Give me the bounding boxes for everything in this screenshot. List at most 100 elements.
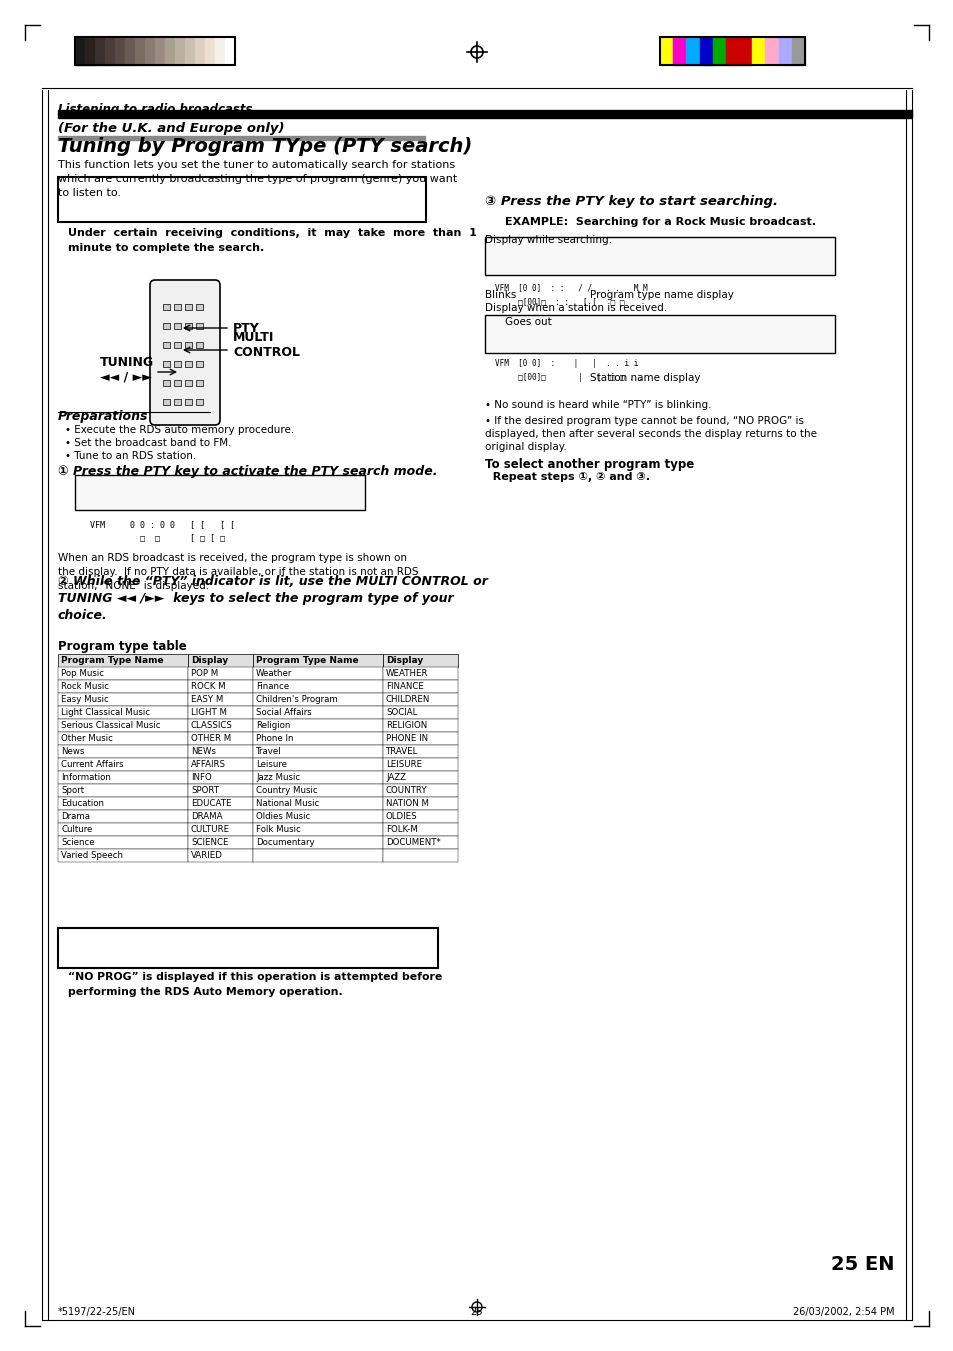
Bar [188,811,253,823]
Text: RELIGION: RELIGION [386,721,427,730]
Bar [185,323,192,330]
Bar [382,744,457,758]
Bar [58,136,424,141]
Bar [185,36,194,65]
Bar [173,380,181,386]
Text: EDUCATE: EDUCATE [191,798,232,808]
Bar [185,399,192,405]
Text: Leisure: Leisure [255,761,287,769]
Text: JAZZ: JAZZ [386,773,406,782]
Bar [58,109,911,118]
Text: Social Affairs: Social Affairs [255,708,312,717]
Text: COUNTRY: COUNTRY [386,786,427,794]
Text: PTY: PTY [233,322,259,335]
Bar [253,836,382,848]
Bar [163,361,170,367]
Bar [58,784,188,797]
Text: MULTI
CONTROL: MULTI CONTROL [233,331,299,359]
Bar [75,36,234,65]
Bar [165,36,174,65]
Bar [58,848,188,862]
Text: *5197/22-25/EN: *5197/22-25/EN [58,1306,136,1317]
Bar [752,36,764,65]
Text: Preparations: Preparations [58,409,149,423]
Bar [58,693,188,707]
Bar [253,758,382,771]
Bar [58,719,188,732]
Bar [174,36,185,65]
Bar [778,36,791,65]
Bar [195,361,203,367]
Bar [253,771,382,784]
Bar [173,342,181,349]
Text: Easy Music: Easy Music [61,694,109,704]
Text: CULTURE: CULTURE [191,825,230,834]
Bar [205,36,214,65]
Bar [253,823,382,836]
Bar [188,836,253,848]
Text: News: News [61,747,84,757]
Text: SPORT: SPORT [191,786,219,794]
Text: Current Affairs: Current Affairs [61,761,124,769]
Bar [382,680,457,693]
Text: Rock Music: Rock Music [61,682,109,690]
Bar [382,758,457,771]
Bar [58,771,188,784]
Text: ③ Press the PTY key to start searching.: ③ Press the PTY key to start searching. [484,195,778,208]
Text: • Tune to an RDS station.: • Tune to an RDS station. [65,451,196,461]
Bar [58,680,188,693]
Bar [188,732,253,744]
FancyBboxPatch shape [150,280,220,426]
Text: SOCIAL: SOCIAL [386,708,416,717]
Bar [163,304,170,309]
Text: AFFAIRS: AFFAIRS [191,761,226,769]
Text: Drama: Drama [61,812,90,821]
Bar [194,36,205,65]
Text: Listening to radio broadcasts: Listening to radio broadcasts [58,103,253,116]
Bar [188,784,253,797]
Bar [58,667,188,680]
Text: Tuning by Program TYpe (PTY search): Tuning by Program TYpe (PTY search) [58,136,472,155]
Bar [195,342,203,349]
Text: Pop Music: Pop Music [61,669,104,678]
Bar [253,744,382,758]
Bar [382,707,457,719]
Text: When an RDS broadcast is received, the program type is shown on
the display.  If: When an RDS broadcast is received, the p… [58,553,418,590]
Bar [105,36,115,65]
FancyBboxPatch shape [58,177,426,222]
Bar [163,323,170,330]
Text: Varied Speech: Varied Speech [61,851,123,861]
Text: TRAVEL: TRAVEL [386,747,418,757]
Text: 26/03/2002, 2:54 PM: 26/03/2002, 2:54 PM [793,1306,894,1317]
Bar [185,304,192,309]
Bar [163,380,170,386]
Text: NATION M: NATION M [386,798,429,808]
Text: POP M: POP M [191,669,218,678]
Bar [382,784,457,797]
Text: EASY M: EASY M [191,694,223,704]
Text: DRAMA: DRAMA [191,812,222,821]
Text: FOLK-M: FOLK-M [386,825,417,834]
Text: □[00]□       |   |  □ □ . .: □[00]□ | | □ □ . . [495,373,642,382]
Text: Phone In: Phone In [255,734,294,743]
Text: VFM  [0 0]  : :   / /   . .   M M: VFM [0 0] : : / / . . M M [495,282,647,292]
Text: Display: Display [191,657,228,665]
Text: OTHER M: OTHER M [191,734,231,743]
Text: NEWs: NEWs [191,747,215,757]
Bar [673,36,685,65]
Bar [173,304,181,309]
Text: This function lets you set the tuner to automatically search for stations
which : This function lets you set the tuner to … [58,159,456,199]
Bar [685,36,699,65]
Bar [214,36,225,65]
Bar [85,36,95,65]
Text: • Execute the RDS auto memory procedure.: • Execute the RDS auto memory procedure. [65,426,294,435]
Bar [188,719,253,732]
Bar [659,36,804,65]
Text: Under  certain  receiving  conditions,  it  may  take  more  than  1
minute to c: Under certain receiving conditions, it m… [68,228,476,253]
Text: Weather: Weather [255,669,292,678]
Text: Documentary: Documentary [255,838,314,847]
Bar [382,667,457,680]
Bar [125,36,135,65]
Bar [58,732,188,744]
Bar [58,758,188,771]
